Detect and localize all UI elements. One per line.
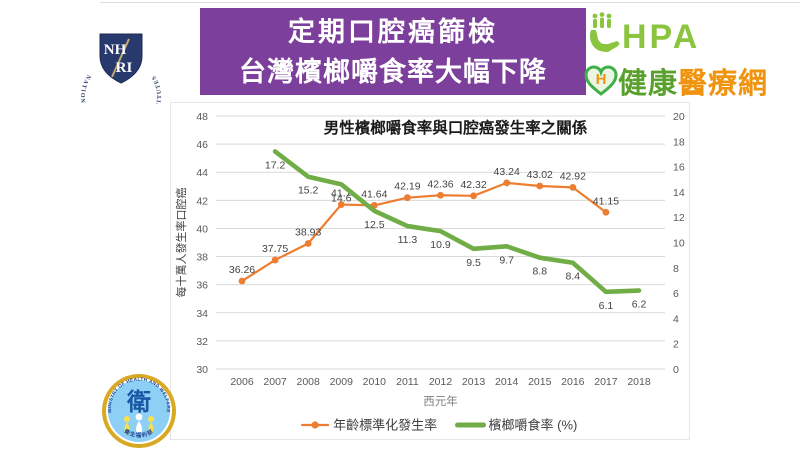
left-axis-tick: 44	[196, 167, 208, 179]
health-news-part2: 醫療網	[678, 68, 769, 100]
data-label: 8.4	[566, 271, 581, 283]
line-chart: 3032343638404244464802468101214161820200…	[174, 111, 685, 433]
data-label: 42.19	[394, 181, 420, 193]
data-label: 9.7	[499, 254, 514, 266]
heart-letter: H	[596, 71, 607, 88]
legend-label: 年齡標準化發生率	[333, 418, 437, 433]
right-axis-tick: 14	[673, 187, 685, 199]
x-axis-tick: 2016	[561, 376, 585, 388]
data-label: 36.26	[229, 264, 255, 276]
mohw-figures	[124, 413, 154, 436]
data-label: 42.36	[427, 178, 453, 190]
data-point	[271, 256, 279, 264]
data-point	[470, 192, 477, 200]
headline-line2: 台灣檳榔嚼食率大幅下降	[239, 56, 547, 87]
data-label: 42.92	[560, 170, 586, 182]
x-axis-tick: 2010	[363, 376, 387, 388]
right-axis-tick: 2	[673, 339, 679, 351]
left-axis-tick: 48	[196, 111, 208, 123]
data-point	[503, 179, 511, 187]
data-label: 6.1	[599, 300, 614, 312]
x-axis-tick: 2007	[263, 376, 287, 388]
data-label: 37.75	[262, 243, 288, 255]
left-axis-tick: 30	[196, 364, 208, 376]
left-axis-tick: 42	[196, 195, 208, 207]
data-point	[238, 277, 246, 285]
data-label: 8.8	[532, 266, 547, 278]
right-axis-tick: 8	[673, 263, 679, 275]
data-point	[602, 208, 610, 216]
x-axis-tick: 2006	[230, 376, 254, 388]
data-point	[569, 184, 577, 191]
left-axis-tick: 46	[196, 139, 208, 151]
nhri-shield-letters-bottom: RI	[116, 60, 133, 76]
data-point	[404, 194, 411, 202]
hpa-hand-icon	[590, 12, 620, 52]
right-axis-tick: 0	[673, 364, 679, 376]
right-axis-tick: 18	[673, 136, 685, 148]
health-news-logo: H 健康 醫療網	[584, 60, 768, 102]
data-point	[437, 191, 444, 199]
data-label: 38.93	[295, 226, 321, 238]
left-axis-tick: 34	[196, 308, 208, 320]
x-axis-label: 西元年	[423, 394, 458, 408]
mohw-center-char: 衛	[126, 388, 151, 416]
data-point	[337, 201, 345, 208]
right-axis-tick: 20	[673, 111, 685, 123]
mohw-logo-icon: MINISTRY OF HEALTH AND WELFARE 衛 衛生福利部	[102, 374, 176, 448]
nhri-logo-icon: NATIONAL HEALTH RESEARCH INSTITUTES NH R…	[79, 33, 162, 104]
x-axis-tick: 2008	[296, 376, 320, 388]
x-axis-tick: 2014	[495, 376, 519, 388]
series-line	[272, 149, 642, 295]
nhri-shield-letters-top: NH	[104, 42, 127, 58]
data-label: 42.32	[460, 179, 486, 191]
left-axis-tick: 40	[196, 223, 208, 235]
data-label: 14.6	[331, 192, 352, 204]
right-axis-tick: 12	[673, 212, 685, 224]
nhri-wheat	[111, 38, 130, 78]
hpa-logo: HPA	[588, 12, 700, 54]
left-axis-tick: 38	[196, 252, 208, 264]
x-axis-tick: 2015	[528, 376, 552, 388]
x-axis-tick: 2018	[627, 376, 651, 388]
data-label: 10.9	[430, 239, 451, 251]
x-axis-tick: 2017	[594, 376, 618, 388]
legend-label: 檳榔嚼食率 (%)	[489, 418, 578, 433]
right-axis-tick: 6	[673, 288, 679, 300]
y-axis-label: 每十萬人發生率口腔癌	[174, 188, 188, 298]
data-label: 11.3	[398, 234, 418, 246]
x-axis-tick: 2012	[429, 376, 453, 388]
data-point	[536, 182, 544, 190]
headline-line1: 定期口腔癌篩檢	[288, 16, 498, 47]
data-label: 12.5	[364, 219, 385, 231]
right-axis-tick: 16	[673, 162, 685, 174]
legend-marker-dot	[311, 421, 319, 429]
data-label: 41.64	[361, 188, 387, 200]
data-label: 17.2	[265, 159, 286, 171]
data-label: 43.02	[527, 169, 553, 181]
headline-banner: 定期口腔癌篩檢 台灣檳榔嚼食率大幅下降	[200, 8, 586, 95]
left-axis-tick: 36	[196, 280, 208, 292]
series-line	[240, 181, 608, 283]
data-label: 15.2	[298, 185, 319, 197]
top-divider	[100, 2, 800, 3]
health-news-part1: 健康	[618, 68, 679, 100]
heart-icon: H	[584, 65, 618, 96]
data-label: 41.15	[593, 195, 619, 207]
right-axis-tick: 10	[673, 238, 685, 250]
hpa-logo-text: HPA	[622, 18, 701, 56]
data-label: 9.5	[466, 257, 481, 269]
chart-container: 30 32 34 36 38 40 42 44 46 48 0 2 4 6 8 10 12 14 16 18 20 200…	[170, 102, 690, 440]
left-axis-tick: 32	[196, 336, 208, 348]
x-axis-tick: 2013	[462, 376, 486, 388]
right-axis-tick: 4	[673, 313, 679, 325]
data-label: 6.2	[632, 299, 647, 311]
chart-title: 男性檳榔嚼食率與口腔癌發生率之關係	[324, 118, 588, 137]
data-point	[304, 240, 312, 247]
mohw-blue-field	[108, 380, 170, 442]
x-axis-tick: 2011	[396, 376, 419, 388]
x-axis-tick: 2009	[330, 376, 354, 388]
data-label: 43.24	[494, 166, 520, 178]
